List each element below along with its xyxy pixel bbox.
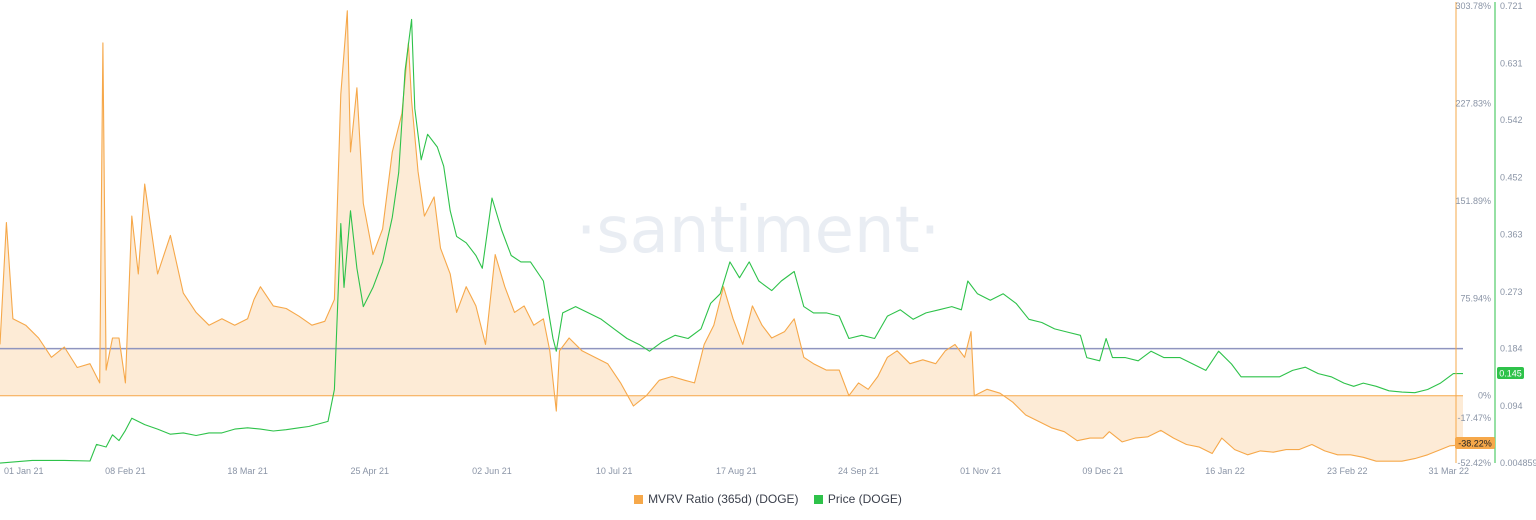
x-tick-label: 17 Aug 21 xyxy=(716,466,757,476)
legend-label-mvrv: MVRV Ratio (365d) (DOGE) xyxy=(648,492,799,506)
x-tick-label: 24 Sep 21 xyxy=(838,466,879,476)
price-tick-label: 0.004859 xyxy=(1500,458,1536,468)
legend-label-price: Price (DOGE) xyxy=(827,492,902,506)
legend-item-price[interactable]: Price (DOGE) xyxy=(813,492,902,506)
price-tick-label: 0.631 xyxy=(1500,58,1523,68)
price-tick-label: 0.094 xyxy=(1500,401,1523,411)
price-current-badge xyxy=(1497,367,1524,379)
mvrv-tick-label: 227.83% xyxy=(1455,98,1491,108)
x-tick-label: 01 Jan 21 xyxy=(4,466,44,476)
price-tick-label: 0.273 xyxy=(1500,287,1523,297)
x-tick-label: 18 Mar 21 xyxy=(227,466,268,476)
santiment-watermark: ·santiment· xyxy=(576,194,940,268)
current-value-badges: 0.145 -38.22% xyxy=(1455,367,1524,449)
x-tick-label: 23 Feb 22 xyxy=(1327,466,1368,476)
x-tick-label: 09 Dec 21 xyxy=(1082,466,1123,476)
mvrv-tick-label: 303.78% xyxy=(1455,1,1491,11)
mvrv-y-axis: 303.78% 227.83% 151.89% 75.94% 0% -17.47% -52.… xyxy=(1455,1,1491,468)
x-tick-label: 25 Apr 21 xyxy=(351,466,390,476)
mvrv-tick-label: 0% xyxy=(1478,391,1491,401)
x-tick-label: 31 Mar 22 xyxy=(1428,466,1469,476)
x-tick-label: 16 Jan 22 xyxy=(1205,466,1245,476)
mvrv-tick-label: -17.47% xyxy=(1457,413,1491,423)
x-tick-label: 02 Jun 21 xyxy=(472,466,512,476)
x-tick-label: 10 Jul 21 xyxy=(596,466,633,476)
price-tick-label: 0.542 xyxy=(1500,115,1523,125)
chart-legend: MVRV Ratio (365d) (DOGE) Price (DOGE) xyxy=(0,492,1536,507)
legend-swatch-mvrv xyxy=(634,494,644,504)
mvrv-series-line xyxy=(0,10,1464,462)
x-tick-label: 08 Feb 21 xyxy=(105,466,146,476)
price-line-group xyxy=(0,18,1463,464)
mvrv-tick-label: 75.94% xyxy=(1460,293,1491,303)
mvrv-tick-label: 151.89% xyxy=(1455,196,1491,206)
x-tick-label: 01 Nov 21 xyxy=(960,466,1001,476)
mvrv-current-badge xyxy=(1455,437,1495,449)
price-tick-label: 0.363 xyxy=(1500,229,1523,239)
price-y-axis: 0.721 0.631 0.542 0.452 0.363 0.273 0.184 0.094… xyxy=(1494,1,1536,468)
price-current-label: 0.145 xyxy=(1499,369,1522,379)
mvrv-tick-label: -52.42% xyxy=(1457,458,1491,468)
price-tick-label: 0.184 xyxy=(1500,344,1523,354)
price-tick-label: 0.452 xyxy=(1500,173,1523,183)
x-axis: 01 Jan 21 08 Feb 21 18 Mar 21 25 Apr 21 02 J… xyxy=(4,466,1469,476)
mvrv-current-label: -38.22% xyxy=(1458,439,1492,449)
mvrv-line-group xyxy=(0,10,1464,462)
legend-swatch-price xyxy=(813,494,823,504)
price-series-line xyxy=(0,18,1463,464)
legend-item-mvrv[interactable]: MVRV Ratio (365d) (DOGE) xyxy=(634,492,799,506)
price-tick-label: 0.721 xyxy=(1500,1,1523,11)
